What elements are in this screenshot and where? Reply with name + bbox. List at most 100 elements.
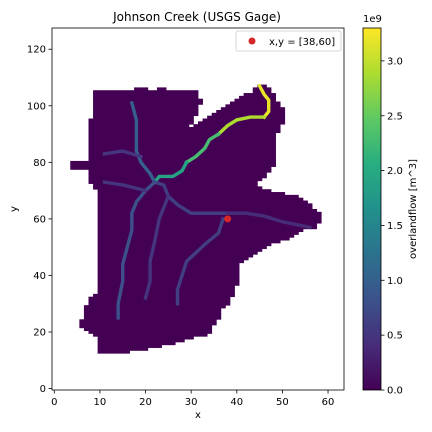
mask-row-cell: [93, 107, 199, 111]
mask-row-cell: [134, 87, 149, 91]
mask-row-cell: [83, 305, 226, 309]
legend-label: x,y = [38,60]: [269, 37, 335, 48]
mask-row-cell: [88, 124, 190, 128]
mask-row-cell: [93, 101, 203, 105]
mask-row-cell: [97, 274, 240, 278]
y-tick-label: 40: [33, 271, 46, 282]
mask-row-cell: [93, 104, 199, 108]
mask-row-cell: [97, 268, 240, 272]
mask-row-cell: [97, 271, 240, 275]
mask-row-cell: [93, 110, 199, 114]
mask-row-cell: [88, 330, 213, 334]
mask-row-cell: [83, 307, 222, 312]
mask-row-cell: [97, 245, 267, 249]
mask-row-cell: [97, 265, 240, 269]
y-tick-label: 100: [27, 101, 46, 112]
channel-tributary-c: [143, 194, 171, 301]
mask-row-cell: [97, 291, 235, 295]
mask-row-cell: [97, 339, 185, 343]
legend-marker: [248, 37, 256, 45]
mask-row-cell: [97, 341, 176, 346]
colorbar-tick-label: 3.0: [387, 56, 403, 67]
y-axis-label: y: [9, 206, 20, 212]
mask-row-cell: [97, 209, 318, 213]
colorbar-tick-label: 1.0: [387, 276, 403, 287]
mask-row-cell: [97, 279, 240, 283]
mask-row-cell: [97, 285, 235, 289]
mask-row-cell: [97, 242, 272, 247]
mask-row-cell: [97, 194, 299, 199]
mask-row-cell: [234, 98, 276, 102]
mask-row-cell: [188, 126, 281, 131]
channel-tributary-sw: [116, 179, 158, 320]
colorbar-multiplier: 1e9: [363, 14, 382, 25]
legend-box: [235, 30, 342, 52]
mask-row-cell: [225, 104, 281, 108]
mask-row-cell: [88, 152, 276, 156]
mask-row-cell: [97, 259, 245, 264]
mask-row-cell: [88, 121, 194, 125]
mask-row-cell: [88, 299, 231, 303]
x-tick-label: 30: [185, 397, 198, 408]
mask-row-cell: [97, 254, 254, 258]
mask-row-cell: [211, 112, 286, 117]
channel-main-mid: [184, 131, 221, 165]
mask-row-cell: [93, 93, 199, 97]
mask-row-cell: [97, 282, 240, 286]
mask-row-cell: [88, 126, 190, 131]
mask-row-cell: [79, 322, 217, 326]
mask-row-cell: [97, 217, 322, 221]
mask-row-cell: [88, 143, 276, 148]
x-axis-ticks: 0 10 20 30 40 50 60: [51, 390, 334, 408]
mask-row-cell: [83, 310, 222, 315]
mask-row-cell: [97, 206, 313, 210]
mask-row-cell: [97, 231, 299, 235]
mask-row-cell: [83, 327, 213, 332]
y-tick-label: 0: [40, 384, 46, 395]
mask-row-cell: [83, 313, 222, 317]
mask-row-cell: [70, 163, 276, 167]
plot-area: [51, 27, 345, 391]
channel-tributary-north: [129, 100, 157, 185]
mask-row-cell: [97, 220, 322, 224]
channel-tributary-east: [225, 211, 312, 230]
mask-row-cell: [257, 84, 267, 88]
plot-frame: [51, 27, 345, 391]
mask-row-cell: [88, 177, 263, 182]
mask-row-cell: [79, 324, 213, 329]
mask-row-cell: [93, 183, 258, 187]
mask-row-cell: [97, 200, 308, 204]
mask-row-cell: [97, 347, 149, 351]
mask-row-cell: [97, 251, 258, 255]
chart-title: Johnson Creek (USGS Gage): [112, 10, 281, 24]
mask-row-cell: [97, 203, 313, 207]
mask-row-cell: [97, 262, 240, 266]
mask-row-cell: [97, 288, 235, 292]
mask-row-cell: [88, 155, 276, 159]
mask-row-cell: [156, 87, 167, 91]
colorbar-ticks: 0.0 0.5 1.0 1.5 2.0 2.5 3.0: [381, 56, 403, 397]
mask-row-cell: [97, 240, 281, 244]
legend: x,y = [38,60]: [235, 30, 342, 52]
mask-row-cell: [97, 192, 286, 196]
colorbar-tick-label: 2.5: [387, 111, 403, 122]
gage-marker-layer: [224, 215, 232, 223]
mask-row-cell: [97, 350, 130, 354]
colorbar-tick-label: 0.0: [387, 386, 403, 397]
mask-row-cell: [88, 146, 276, 151]
channel-tributary-ne: [152, 180, 230, 215]
y-tick-label: 120: [27, 45, 46, 56]
colorbar-label: overlandflow [m^3]: [408, 159, 419, 259]
mask-row-cell: [88, 132, 276, 136]
mask-row-cell: [97, 234, 295, 238]
mask-row-cell: [88, 141, 276, 145]
mask-row-cell: [93, 98, 203, 102]
mask-row-cell: [220, 107, 286, 111]
mask-row-cell: [239, 95, 276, 100]
x-tick-label: 10: [94, 397, 107, 408]
mask-row-cell: [88, 175, 267, 179]
channel-main-lower: [152, 160, 189, 185]
mask-row-cell: [88, 135, 276, 139]
colorbar-tick-label: 0.5: [387, 331, 403, 342]
